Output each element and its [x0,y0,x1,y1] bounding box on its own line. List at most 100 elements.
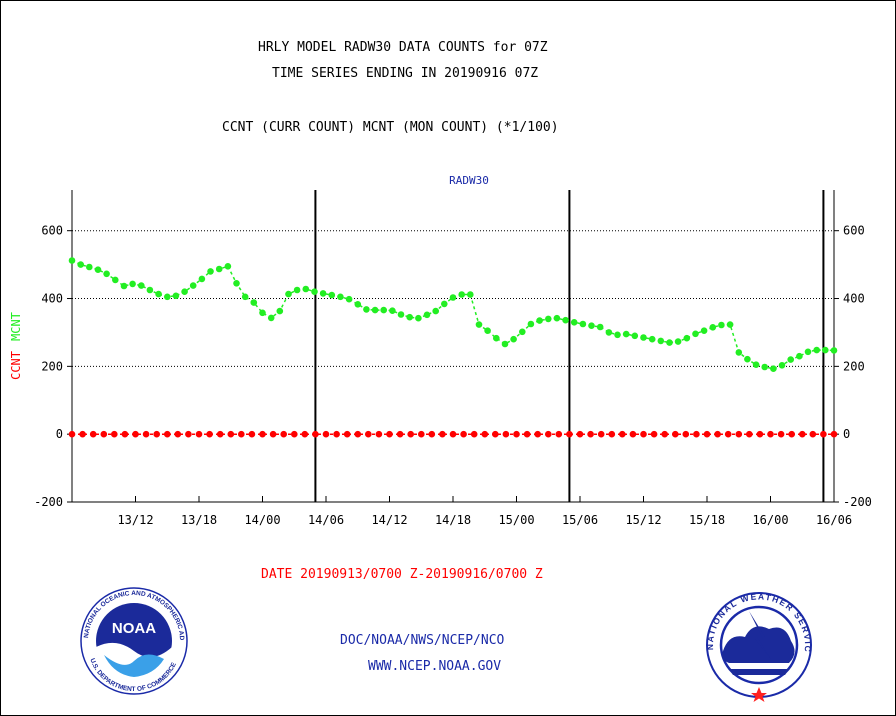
data-point-ccnt [820,430,827,438]
data-point-ccnt [650,430,658,438]
y-tick-label-right: 600 [843,224,865,238]
data-point-ccnt [248,430,256,438]
x-tick-label: 15/06 [562,513,598,527]
data-point-mcnt [614,331,621,339]
x-tick-label: 13/12 [117,513,153,527]
data-point-ccnt [661,430,668,438]
data-point-ccnt [269,430,277,438]
data-point-ccnt [640,430,647,438]
data-point-ccnt [396,430,404,438]
data-point-mcnt [744,355,751,363]
data-point-ccnt [164,430,171,438]
nws-logo: NATIONAL WEATHER SERVICE [705,591,812,702]
data-point-ccnt [195,430,203,438]
x-tick-label: 14/12 [371,513,407,527]
data-point-mcnt [77,261,84,268]
data-point-ccnt [291,430,298,438]
y-tick-label-left: 600 [41,224,63,238]
data-point-mcnt [796,352,803,360]
data-point-mcnt [545,315,552,323]
data-point-ccnt [386,430,393,438]
x-tick-label: 16/06 [816,513,852,527]
data-point-ccnt [79,430,86,438]
chart-title-line2: TIME SERIES ENDING IN 20190916 07Z [272,66,539,81]
data-point-mcnt [138,282,145,289]
data-point-ccnt [597,430,605,438]
data-point-ccnt [259,430,266,438]
data-point-mcnt [86,263,93,271]
data-point-mcnt [709,324,717,331]
data-point-ccnt [343,430,351,438]
series [68,257,838,438]
data-point-ccnt [132,430,139,438]
data-point-ccnt [619,430,626,438]
data-point-ccnt [460,430,467,438]
data-point-mcnt [155,290,162,298]
data-point-mcnt [267,314,275,322]
data-point-mcnt [103,270,110,278]
data-point-mcnt [68,257,76,264]
data-point-ccnt [238,430,245,438]
data-point-mcnt [432,307,440,315]
data-point-ccnt [809,430,817,438]
data-point-mcnt [536,317,543,324]
data-point-mcnt [311,288,318,296]
data-point-mcnt [198,275,206,283]
data-point-ccnt [68,430,76,438]
data-point-ccnt [566,430,573,438]
chart-subtitle: CCNT (CURR COUNT) MCNT (MON COUNT) (*1/1… [222,120,559,135]
data-point-ccnt [449,430,457,438]
axis-labels: -200 -200 0 0 200 200 400 400 600 600 13/12 13/18 14… [9,174,872,527]
data-point-mcnt [484,327,491,335]
data-point-mcnt [397,311,405,318]
data-point-mcnt [302,285,310,293]
x-tick-label: 13/18 [181,513,217,527]
data-point-mcnt [510,335,517,343]
data-point-mcnt [189,282,197,289]
data-point-mcnt [467,291,474,298]
date-range: DATE 20190913/0700 Z-20190916/0700 Z [261,567,543,582]
data-point-mcnt [726,321,734,328]
data-point-ccnt [714,430,721,438]
data-point-mcnt [761,363,768,371]
data-point-ccnt [227,430,235,438]
data-point-mcnt [822,346,829,354]
data-point-mcnt [778,362,786,369]
data-point-mcnt [830,347,838,354]
y-tick-label-right: 400 [843,292,865,306]
data-point-ccnt [142,430,150,438]
data-point-mcnt [293,286,301,294]
data-point-ccnt [333,430,340,438]
data-point-mcnt [501,340,509,348]
data-point-mcnt [224,263,232,270]
data-point-ccnt [555,430,563,438]
data-point-mcnt [804,348,812,356]
data-point-ccnt [312,430,319,438]
data-point-ccnt [513,430,520,438]
data-point-ccnt [545,430,552,438]
data-point-mcnt [415,314,422,322]
data-point-ccnt [111,430,118,438]
y-tick-label-left: 0 [56,427,63,441]
data-point-ccnt [89,430,97,438]
data-point-ccnt [100,430,108,438]
data-point-mcnt [345,295,353,303]
data-point-mcnt [622,330,630,338]
data-point-mcnt [172,292,180,300]
data-point-ccnt [322,430,330,438]
data-point-mcnt [120,282,128,290]
x-tick-label: 15/12 [625,513,661,527]
data-point-mcnt [181,288,188,296]
data-point-ccnt [703,430,711,438]
data-point-mcnt [146,286,154,294]
chart-panel-title: RADW30 [449,174,489,187]
y-tick-label-left: 200 [41,359,63,373]
y-axis-label: CCNT MCNT [9,312,23,380]
data-point-mcnt [570,319,578,326]
data-point-ccnt [767,430,774,438]
data-point-mcnt [276,307,284,315]
data-point-ccnt [492,430,499,438]
y-tick-label-left: -200 [34,495,63,509]
data-point-mcnt [605,329,613,336]
data-point-ccnt [185,430,192,438]
